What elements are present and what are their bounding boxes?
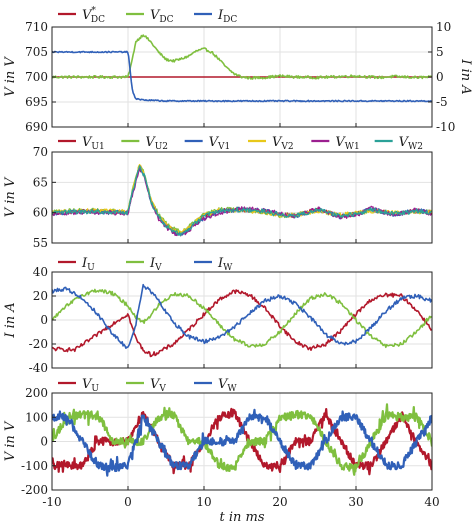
series-line-IV [52, 288, 432, 349]
y-tick-label: 55 [33, 236, 48, 250]
panel-dc: 690 695 700 705 710 -10 -5 0 5 10 I in A V in V V* DC… [3, 6, 473, 134]
series-line-VW [52, 408, 432, 477]
y-axis-label: V in V [3, 56, 18, 97]
legend-entry-VU1: VU1 [82, 135, 105, 152]
y-tick-label: 695 [25, 95, 48, 109]
series-line-VW2 [52, 165, 432, 237]
y-tick-label: 0 [40, 435, 48, 449]
y2-tick-label: 0 [436, 70, 444, 84]
x-tick-label: 40 [424, 495, 439, 509]
legend-entry-VW1: VW1 [335, 135, 359, 152]
series-group [52, 34, 432, 103]
series-line-VV [52, 403, 432, 476]
panel-capacitor: 55 60 65 70 V in V VU1 VU2 VV1 VV2 VW1 VW2 [3, 135, 433, 250]
legend-entry-V*DC: V* DC [82, 6, 105, 25]
x-tick-label: -10 [42, 495, 61, 509]
legend: V* DC VDC IDC [58, 6, 237, 25]
y2-tick-label: -10 [436, 120, 455, 134]
legend-entry-VW: VW [218, 377, 237, 394]
y-axis-label: V in V [3, 420, 18, 461]
x-tick-label: 10 [196, 495, 211, 509]
legend: VU VV VW [58, 377, 237, 394]
y2-tick-label: 10 [436, 20, 451, 34]
y-tick-label: 710 [25, 20, 48, 34]
x-tick-label: 20 [272, 495, 287, 509]
plot-area [52, 152, 432, 243]
y2-axis-label: I in A [458, 58, 473, 94]
y2-tick-label: -5 [436, 95, 448, 109]
series-line-VDC [52, 34, 432, 80]
y-tick-label: -100 [21, 459, 48, 473]
legend-entry-VDC: VDC [150, 8, 174, 25]
series-group [52, 163, 432, 237]
series-line-IDC [52, 50, 432, 103]
y-tick-label: -20 [29, 337, 48, 351]
plot-frame [51, 151, 433, 244]
y-tick-label: 690 [25, 120, 48, 134]
panel-currents: -40 -20 0 20 40 I in A IU IV IW [3, 256, 433, 375]
y-tick-label: -40 [29, 361, 48, 375]
y-tick-label: 200 [25, 386, 48, 400]
y-axis-label: V in V [3, 176, 18, 217]
series-group [52, 403, 432, 477]
x-axis-label: t in ms [219, 510, 264, 525]
y-tick-label: 60 [33, 206, 48, 220]
series-line-IW [52, 283, 432, 349]
y-axis-label: I in A [3, 302, 18, 338]
series-group [52, 283, 432, 358]
legend-entry-VV1: VV1 [209, 135, 231, 152]
legend-entry-VU: VU [82, 377, 99, 394]
y-tick-label: 705 [25, 45, 48, 59]
legend-entry-VV2: VV2 [272, 135, 294, 152]
x-tick-label: 30 [348, 495, 363, 509]
y-tick-label: 65 [33, 175, 48, 189]
y-tick-label: 100 [25, 410, 48, 424]
series-line-IU [52, 289, 432, 358]
legend-entry-IW: IW [217, 256, 233, 273]
y-tick-label: 700 [25, 70, 48, 84]
series-line-VW1 [52, 167, 432, 237]
legend-entry-VW2: VW2 [399, 135, 423, 152]
legend: IU IV IW [58, 256, 233, 273]
x-tick-label: 0 [124, 495, 132, 509]
legend-entry-IDC: IDC [217, 8, 237, 25]
legend-entry-VU2: VU2 [145, 135, 168, 152]
y-tick-label: 20 [33, 289, 48, 303]
legend: VU1 VU2 VV1 VV2 VW1 VW2 [58, 135, 423, 152]
y-tick-label: 40 [33, 265, 48, 279]
y-tick-label: 0 [40, 313, 48, 327]
y-tick-label: 70 [33, 145, 48, 159]
legend-entry-IV: IV [149, 256, 162, 273]
y2-tick-label: 5 [436, 45, 444, 59]
legend-entry-IU: IU [81, 256, 95, 273]
legend-entry-VV: VV [150, 377, 166, 394]
y-tick-label: -200 [21, 483, 48, 497]
